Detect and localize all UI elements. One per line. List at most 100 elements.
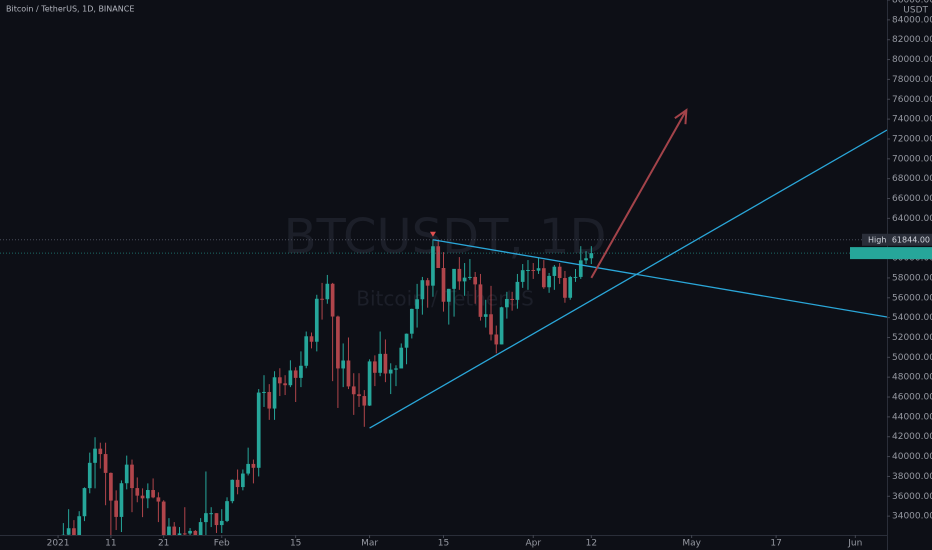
candle-body <box>573 276 578 278</box>
candle-body <box>314 298 319 342</box>
candle-body <box>193 530 198 535</box>
candle-body <box>272 377 277 409</box>
candle-body <box>156 497 161 502</box>
x-tick-label: 15 <box>290 539 301 549</box>
y-tick-label: 86000.00 <box>892 0 932 6</box>
candle-body <box>172 526 177 535</box>
candle-body <box>336 316 340 369</box>
candle-body <box>109 472 113 501</box>
candle-body <box>209 513 214 515</box>
y-tick-label: 72000.00 <box>892 134 932 144</box>
candle-body <box>515 281 520 300</box>
candle-body <box>584 258 588 261</box>
candle-body <box>351 386 356 395</box>
candle-body <box>362 396 367 406</box>
y-tick-label: 80000.00 <box>892 55 932 65</box>
y-tick-label: 70000.00 <box>892 154 932 164</box>
candle-body <box>256 392 261 468</box>
candle-body <box>214 513 219 526</box>
candle-body <box>436 246 441 268</box>
x-tick-label: 17 <box>770 539 781 549</box>
y-tick-label: 58000.00 <box>892 273 932 283</box>
candle-body <box>547 275 551 288</box>
candle-body <box>399 347 404 369</box>
candle-body <box>441 267 446 302</box>
candle-body <box>357 394 361 397</box>
candle-body <box>182 533 187 535</box>
y-tick-label: 74000.00 <box>892 115 932 125</box>
chart-title: Bitcoin / TetherUS, 1D, BINANCE <box>6 5 134 14</box>
last-price-box <box>850 247 932 260</box>
candle-body <box>61 534 66 535</box>
candle-body <box>309 336 314 342</box>
candle-body <box>204 513 208 523</box>
x-tick-label: 15 <box>438 539 449 549</box>
candle-body <box>235 479 240 488</box>
candle-body <box>262 391 266 393</box>
candle-body <box>425 280 430 286</box>
y-tick-label: 78000.00 <box>892 75 932 85</box>
x-tick-label: Mar <box>361 539 378 549</box>
y-tick-label: 56000.00 <box>892 293 932 303</box>
candle-body <box>124 464 129 484</box>
candle-body <box>367 361 372 406</box>
candle-body <box>510 298 514 300</box>
candle-body <box>505 298 509 308</box>
candle-body <box>473 276 478 285</box>
candle-body <box>378 353 382 373</box>
y-tick-label: 46000.00 <box>892 393 932 403</box>
candle-body <box>304 336 309 366</box>
candle-body <box>177 533 182 535</box>
y-tick-label: 42000.00 <box>892 432 932 442</box>
x-tick-label: Jun <box>847 539 862 549</box>
candle-body <box>526 269 530 271</box>
y-tick-label: 76000.00 <box>892 95 932 105</box>
candle-body <box>293 370 298 378</box>
candle-body <box>388 369 393 374</box>
candle-body <box>93 448 97 463</box>
candle-body <box>552 266 557 276</box>
candle-body <box>246 463 250 474</box>
high-label-box <box>862 233 932 246</box>
candle-body <box>489 314 493 335</box>
candle-body <box>409 308 414 334</box>
candle-body <box>251 463 256 468</box>
high-label-text: High <box>868 235 886 244</box>
candle-body <box>188 530 192 534</box>
candle-body <box>563 278 567 298</box>
candle-body <box>98 448 103 455</box>
candle-body <box>589 253 594 259</box>
candle-body <box>87 462 92 489</box>
candle-body <box>468 276 472 278</box>
candle-body <box>415 299 419 309</box>
candle-body <box>557 266 562 279</box>
candle-body <box>404 333 409 348</box>
y-tick-label: 36000.00 <box>892 492 932 502</box>
candle-body <box>198 522 203 535</box>
candle-body <box>288 370 293 386</box>
candle-body <box>346 360 351 387</box>
candle-body <box>277 377 282 384</box>
candle-body <box>578 260 583 277</box>
y-tick-label: 52000.00 <box>892 333 932 343</box>
candle-body <box>151 490 155 498</box>
candle-body <box>568 277 573 298</box>
candle-body <box>536 268 541 271</box>
candle-body <box>494 334 499 345</box>
candle-body <box>394 368 398 370</box>
y-unit: USDT <box>903 6 928 16</box>
trend-line <box>369 129 887 429</box>
candle-body <box>77 516 82 535</box>
y-tick-label: 50000.00 <box>892 353 932 363</box>
y-tick-label: 38000.00 <box>892 472 932 482</box>
x-tick-label: 2021 <box>47 539 70 549</box>
candle-body <box>541 268 546 288</box>
candle-body <box>230 479 235 502</box>
x-tick-label: Apr <box>525 539 541 549</box>
candle-body <box>145 490 150 499</box>
candle-body <box>483 314 488 317</box>
candle-body <box>103 454 108 473</box>
trend-line <box>432 239 887 318</box>
candle-body <box>446 288 451 302</box>
